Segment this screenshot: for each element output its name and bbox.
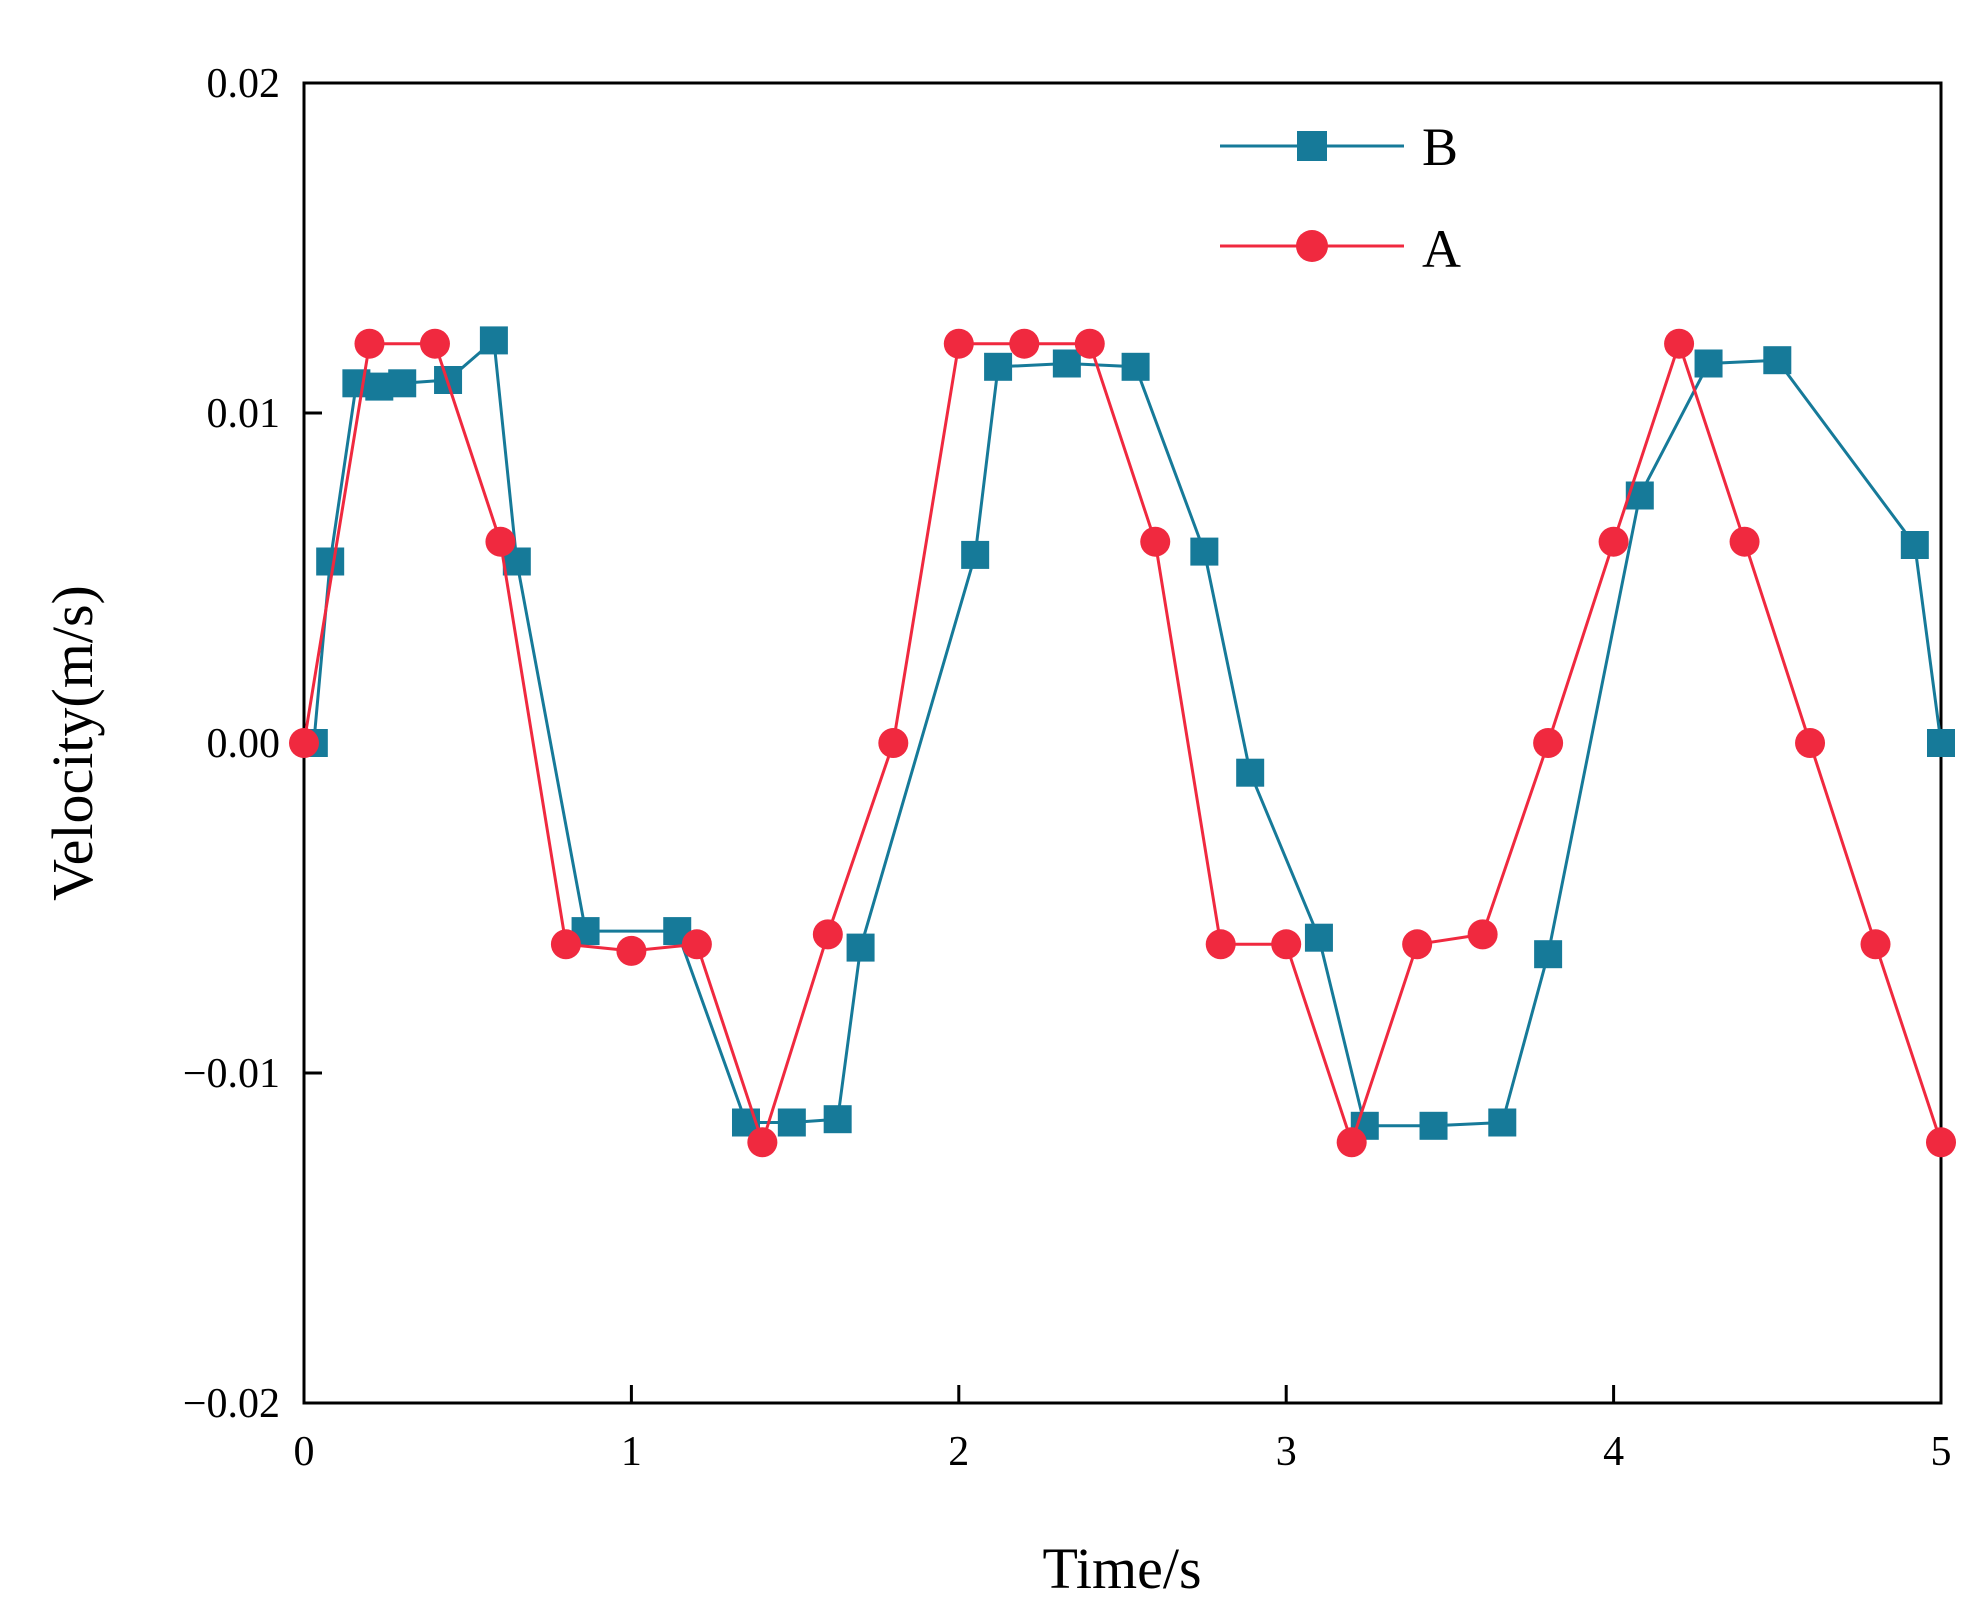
legend: B A (1220, 117, 1461, 279)
data-point-a (1140, 526, 1171, 557)
data-point-b (316, 547, 345, 576)
legend-label-b: B (1422, 117, 1458, 177)
data-point-b (479, 326, 508, 355)
y-tick-label: 0.00 (207, 721, 281, 767)
data-point-a (616, 935, 647, 966)
data-point-a (747, 1127, 778, 1158)
data-point-a (681, 929, 712, 960)
data-point-b (777, 1108, 806, 1137)
legend-label-a: A (1422, 219, 1461, 279)
series-a (289, 328, 1956, 1158)
data-point-b (1694, 349, 1723, 378)
data-point-b (1534, 940, 1563, 969)
data-point-b (1763, 346, 1792, 375)
x-tick-label: 2 (948, 1429, 969, 1475)
x-tick-label: 4 (1603, 1429, 1624, 1475)
data-point-a (354, 328, 385, 359)
y-axis-title: Velocity(m/s) (40, 585, 105, 901)
data-point-a (1795, 728, 1826, 758)
data-point-b (1052, 349, 1081, 378)
x-tick-label: 0 (294, 1429, 315, 1475)
data-point-a (812, 919, 843, 950)
x-tick-label: 1 (621, 1429, 642, 1475)
data-point-a (1074, 328, 1105, 359)
data-point-a (550, 929, 581, 960)
data-point-a (1598, 526, 1629, 557)
legend-marker-b (1297, 131, 1327, 161)
data-point-b (823, 1105, 852, 1134)
data-point-b (846, 933, 875, 962)
data-point-b (1419, 1111, 1448, 1140)
series-layer (289, 326, 1956, 1158)
data-point-a (943, 328, 974, 359)
data-point-b (1190, 537, 1219, 566)
y-tick-label: −0.02 (183, 1381, 280, 1427)
data-point-a (1205, 929, 1236, 960)
data-point-b (1236, 758, 1265, 787)
data-point-a (878, 728, 909, 758)
x-tick-label: 5 (1931, 1429, 1952, 1475)
data-point-a (289, 728, 319, 758)
data-point-a (1533, 728, 1564, 758)
x-tick-label: 3 (1276, 1429, 1297, 1475)
data-point-b (1304, 923, 1333, 952)
data-point-b (1900, 531, 1929, 559)
data-point-a (419, 328, 450, 359)
ticks-layer: 0 1 2 3 4 5 0.02 0.01 0.00 −0.01 −0.02 (183, 61, 1952, 1475)
data-point-a (1926, 1127, 1956, 1158)
data-point-b (388, 369, 417, 398)
data-point-a (1336, 1127, 1367, 1158)
data-point-a (1664, 328, 1695, 359)
series-b (299, 326, 1955, 1140)
data-point-a (1009, 328, 1040, 359)
y-tick-label: 0.02 (207, 61, 281, 107)
data-point-b (961, 540, 990, 569)
data-point-a (1402, 929, 1433, 960)
y-tick-label: 0.01 (207, 391, 281, 437)
data-point-a (485, 526, 516, 557)
data-point-b (1927, 729, 1955, 757)
data-point-a (1860, 929, 1891, 960)
y-tick-label: −0.01 (183, 1051, 280, 1097)
x-axis-title: Time/s (1042, 1536, 1201, 1601)
data-point-b (1121, 352, 1150, 381)
legend-marker-a (1296, 230, 1328, 262)
data-point-a (1467, 919, 1498, 950)
data-point-b (1488, 1108, 1517, 1137)
data-point-a (1729, 526, 1760, 557)
data-point-b (984, 352, 1013, 381)
data-point-a (1271, 929, 1302, 960)
